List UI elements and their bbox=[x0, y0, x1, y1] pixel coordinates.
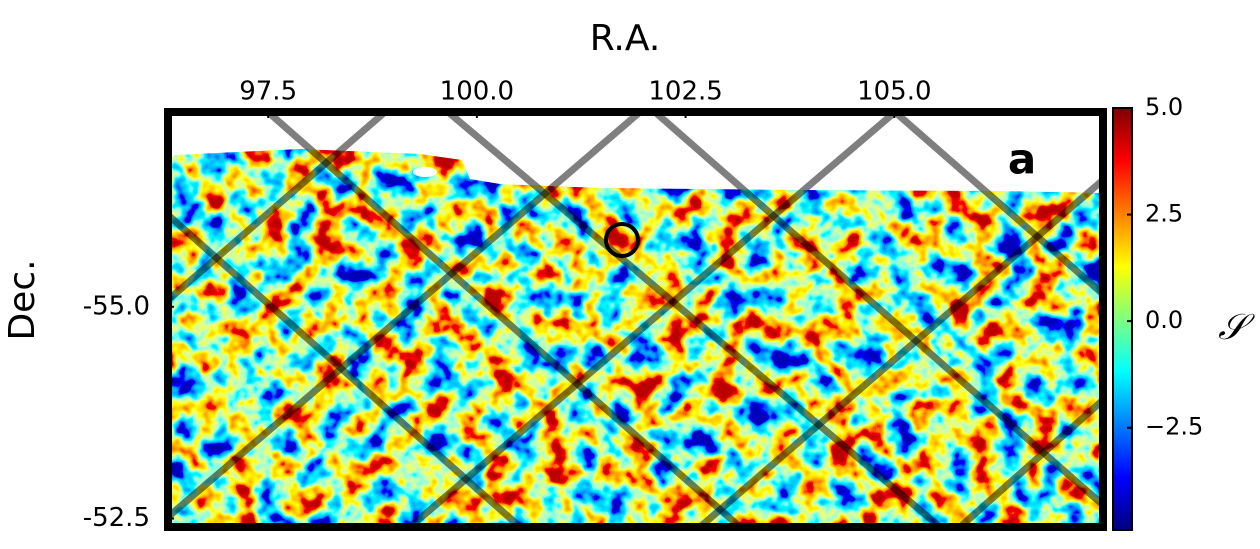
x-axis-label: R.A. bbox=[590, 18, 661, 59]
coordinate-grid bbox=[165, 109, 1106, 530]
colorbar-tick-label: 0.0 bbox=[1145, 306, 1183, 334]
ra-line bbox=[445, 109, 943, 530]
colorbar-tick-label: 5.0 bbox=[1145, 93, 1183, 121]
x-tick-label: 100.0 bbox=[440, 77, 514, 107]
masked-hole bbox=[413, 167, 437, 177]
x-tick-label: 105.0 bbox=[857, 77, 931, 107]
dec-line bbox=[165, 109, 388, 303]
colorbar bbox=[1112, 107, 1133, 531]
ra-line bbox=[892, 109, 1106, 297]
source-marker bbox=[604, 222, 640, 258]
map bbox=[164, 108, 1107, 531]
colorbar-label: 𝒮 bbox=[1218, 307, 1255, 348]
y-tick-label: -52.5 bbox=[83, 503, 150, 533]
dec-line bbox=[697, 177, 1106, 530]
colorbar-tick-label: 2.5 bbox=[1145, 200, 1183, 228]
dec-line bbox=[957, 397, 1106, 530]
map-frame bbox=[164, 108, 1107, 531]
y-tick-label: -55.0 bbox=[83, 291, 150, 321]
dec-line bbox=[407, 109, 898, 530]
x-tick-label: 102.5 bbox=[648, 77, 722, 107]
ra-line bbox=[652, 109, 1106, 508]
ra-line bbox=[165, 212, 523, 530]
panel-label: a bbox=[1008, 135, 1036, 184]
ra-line bbox=[265, 109, 743, 530]
colorbar-tick-label: −2.5 bbox=[1145, 413, 1203, 441]
x-tick-label: 97.5 bbox=[239, 77, 297, 107]
dec-line bbox=[165, 109, 643, 520]
y-axis-label: Dec. bbox=[2, 259, 43, 340]
